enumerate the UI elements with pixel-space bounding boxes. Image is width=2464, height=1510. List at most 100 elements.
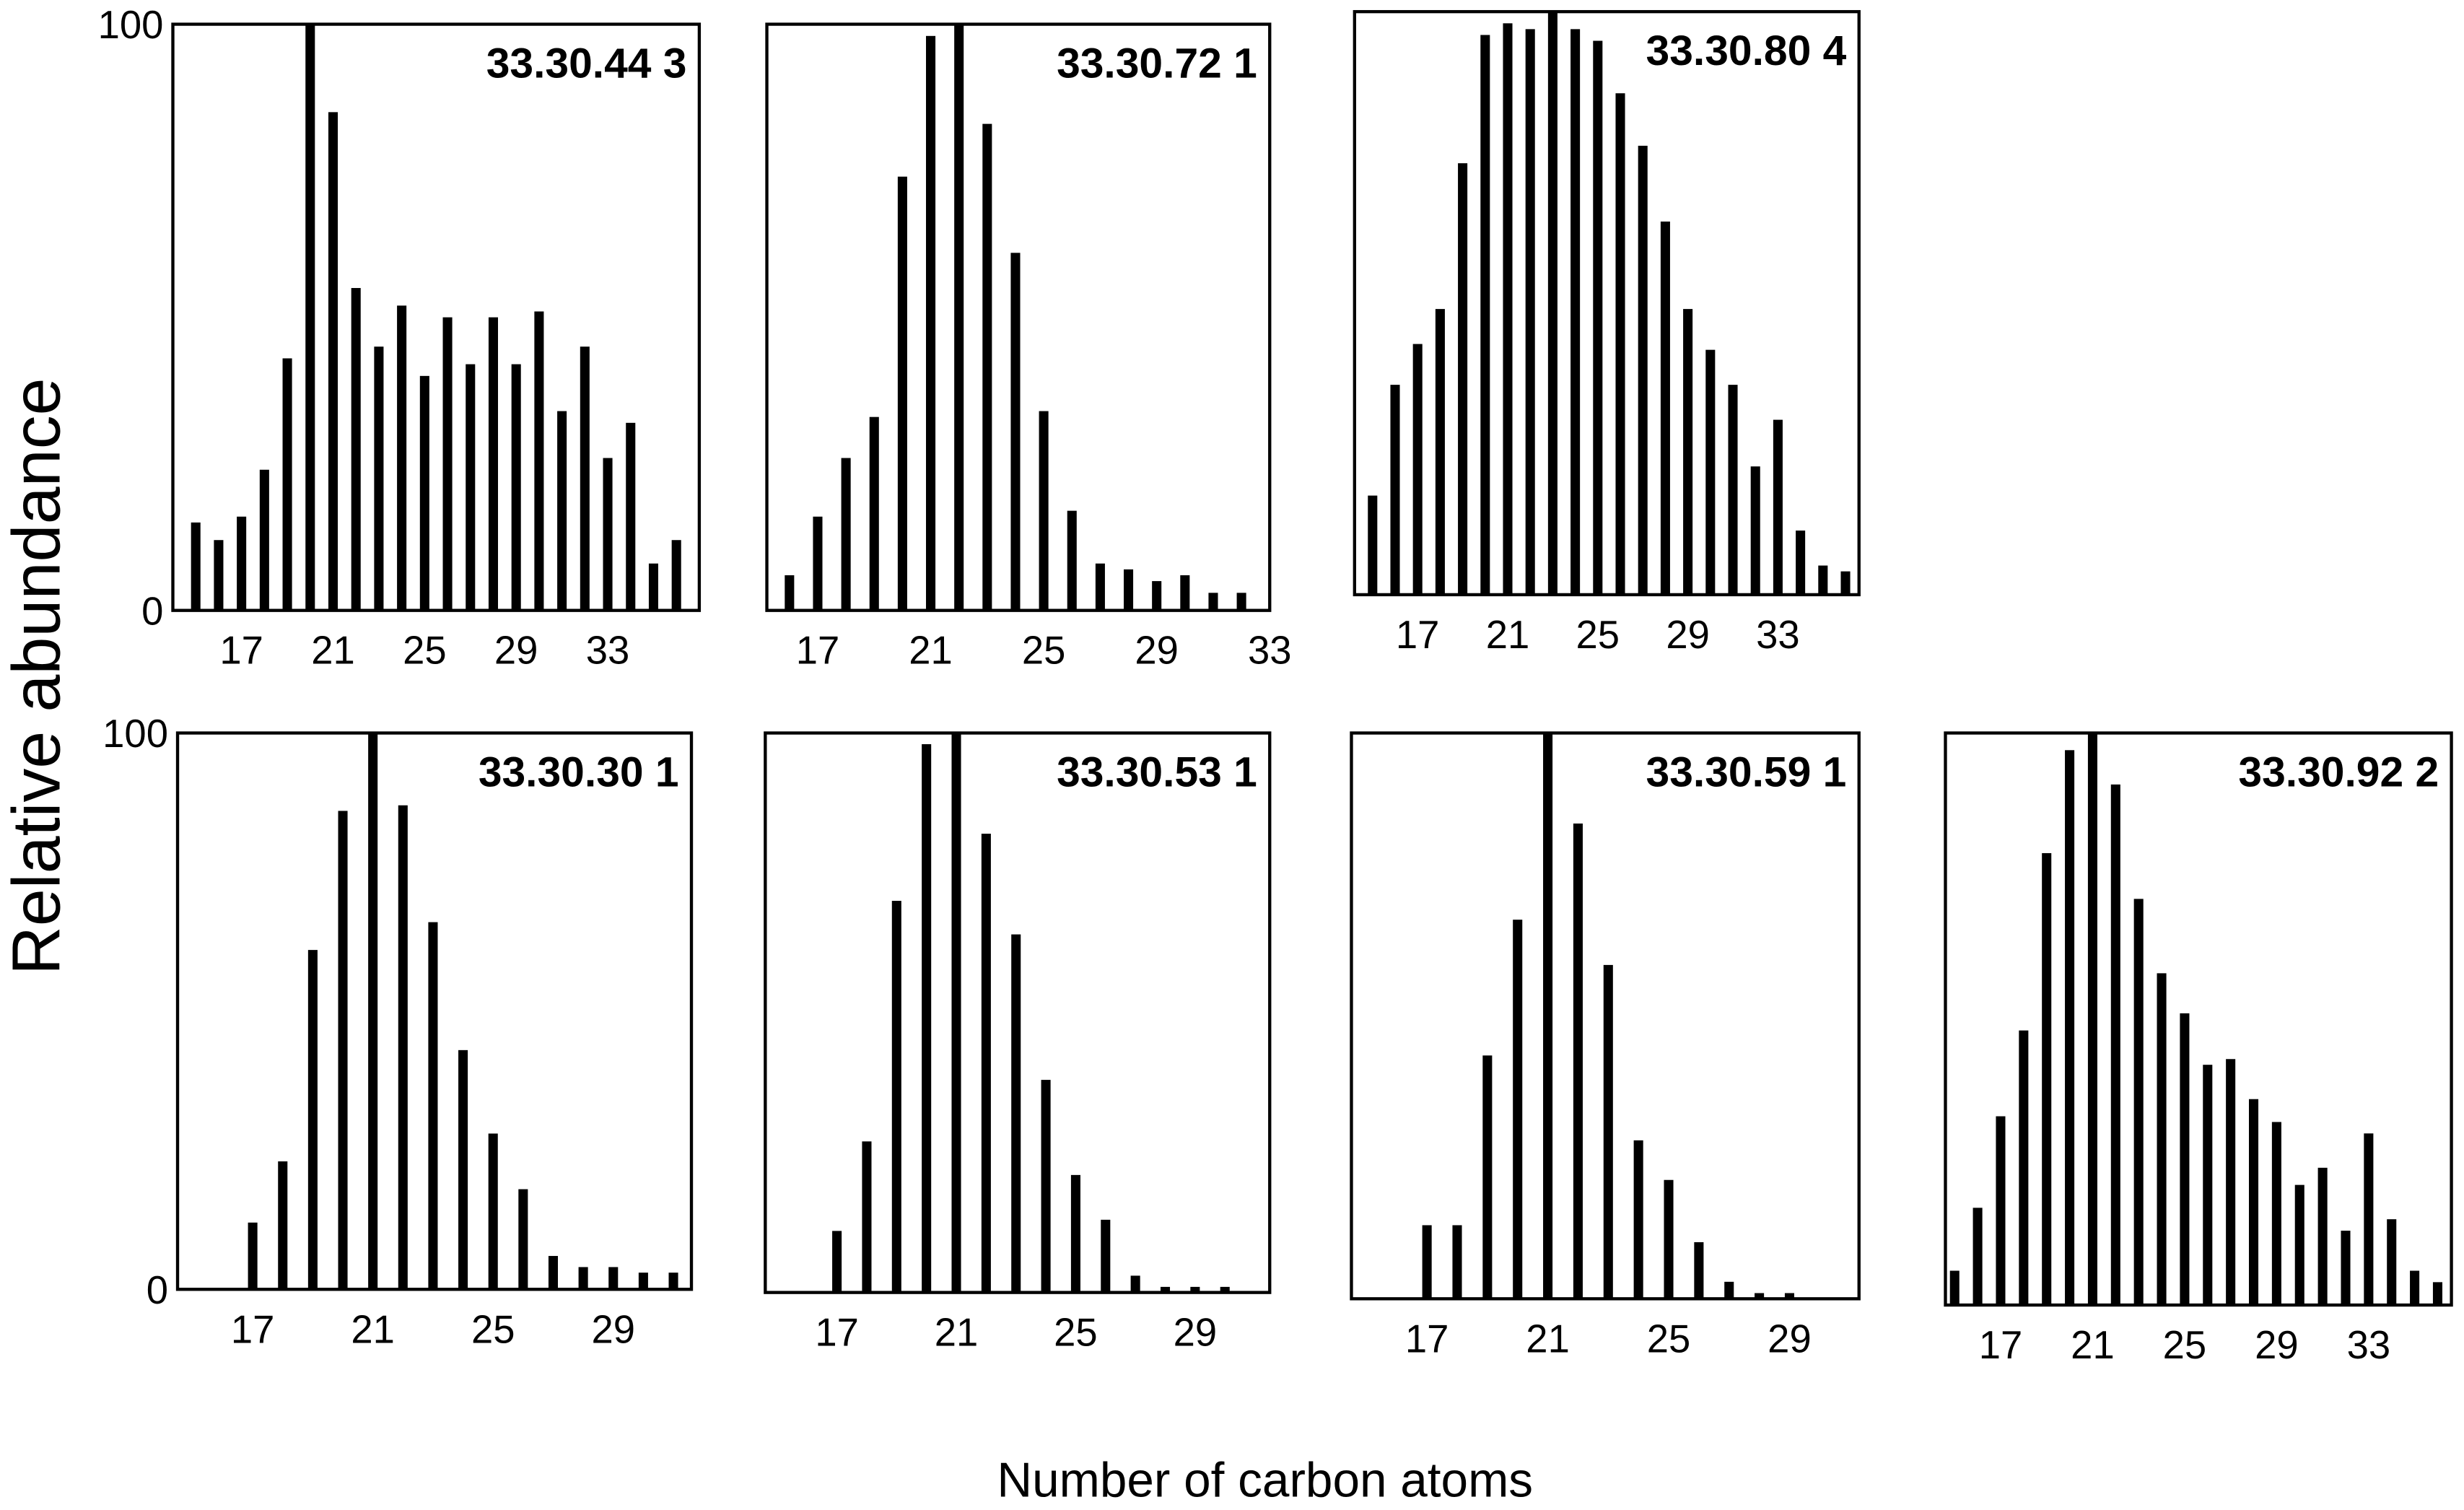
bar [442, 317, 453, 611]
bar [557, 411, 567, 611]
bar [1236, 593, 1246, 611]
bar [1573, 823, 1583, 1299]
x-tick-label: 21 [909, 629, 953, 673]
bar [2317, 1167, 2328, 1306]
bar [1633, 1140, 1643, 1299]
bar [897, 176, 907, 611]
bar [580, 346, 590, 611]
y-tick-label: 100 [98, 3, 164, 47]
plot-frame [764, 731, 1272, 1294]
bar [466, 364, 476, 611]
bar [374, 346, 384, 611]
bar [1728, 385, 1738, 595]
plot-frame [1944, 731, 2453, 1307]
x-tick-label: 25 [2163, 1323, 2207, 1367]
bar [638, 1273, 648, 1290]
bar [1796, 531, 1806, 595]
bar [1452, 1225, 1462, 1299]
panel: 33.30.30 1 17 21 25 29 0 100 [102, 712, 694, 1351]
x-tick-label: 25 [1576, 613, 1620, 657]
bar [1368, 495, 1378, 595]
bar [2110, 784, 2120, 1306]
x-tick-label: 25 [1054, 1311, 1098, 1355]
x-tick-label: 33 [2347, 1323, 2391, 1367]
panel: 33.30.44 3 17 21 25 29 33 0 100 [98, 3, 702, 673]
bar [1220, 1286, 1230, 1293]
bar [1412, 344, 1423, 595]
bar [419, 375, 429, 611]
bar [926, 35, 936, 611]
bar [328, 112, 338, 611]
bar [1039, 411, 1049, 611]
bar [2065, 750, 2075, 1306]
plot-frame [1350, 731, 1861, 1301]
bar [1010, 253, 1021, 611]
bar [671, 540, 681, 611]
plot-frame [175, 731, 694, 1291]
bar [1694, 1241, 1704, 1299]
bar [1180, 575, 1190, 611]
y-axis-label: Relative abundance [0, 378, 74, 975]
bar [1818, 565, 1828, 595]
x-tick-label: 33 [1248, 629, 1292, 673]
panel: 33.30.59 1 17 21 25 29 [1350, 731, 1861, 1361]
x-tick-label: 21 [935, 1311, 979, 1355]
bar [1705, 349, 1716, 595]
x-tick-label: 21 [1486, 613, 1530, 657]
bar [1570, 29, 1581, 595]
bar [1784, 1293, 1794, 1299]
bar [1152, 581, 1162, 611]
bar [2133, 899, 2144, 1306]
bar [981, 834, 991, 1293]
x-tick-label: 17 [815, 1311, 859, 1355]
bar [1755, 1293, 1765, 1299]
bar [982, 123, 992, 611]
bar [351, 288, 361, 611]
panel: 33.30.80 4 17 21 25 29 33 [1353, 9, 1861, 657]
bar [1949, 1270, 1960, 1306]
x-tick-label: 21 [351, 1307, 395, 1351]
bar [1660, 221, 1670, 595]
x-tick-label: 33 [586, 629, 630, 673]
bar [2248, 1099, 2259, 1306]
x-tick-label: 29 [1768, 1317, 1812, 1361]
bar [785, 575, 795, 611]
bar [278, 1161, 288, 1290]
bar [1124, 569, 1134, 611]
bar [2019, 1030, 2029, 1306]
bar [1041, 1080, 1051, 1293]
bar [1503, 23, 1513, 595]
bar [2157, 973, 2167, 1306]
bar [1190, 1286, 1200, 1293]
x-tick-label: 29 [1135, 629, 1179, 673]
panel-title: 33.30.80 4 [1646, 27, 1847, 74]
x-tick-label: 17 [1396, 613, 1440, 657]
bar [2180, 1013, 2190, 1306]
bar [534, 311, 544, 611]
bar [2410, 1270, 2420, 1306]
panel-title: 33.30.44 3 [486, 40, 687, 87]
bar [1840, 571, 1851, 595]
bar [488, 1133, 498, 1290]
bar [1482, 1055, 1493, 1299]
bar [1480, 35, 1490, 595]
bar [648, 563, 659, 611]
bar [1543, 733, 1553, 1299]
bar [1160, 1286, 1171, 1293]
bar [2432, 1282, 2442, 1306]
bar [2387, 1219, 2397, 1306]
panel-title: 33.30.53 1 [1057, 749, 1257, 796]
bar [626, 422, 636, 611]
bar [2364, 1133, 2374, 1306]
bar [1422, 1225, 1432, 1299]
bar [1067, 510, 1077, 611]
bar [813, 516, 823, 611]
bar [922, 744, 932, 1293]
bar [518, 1189, 528, 1290]
panel: 33.30.92 2 17 21 25 29 33 [1944, 731, 2453, 1367]
bar [1638, 145, 1648, 595]
bar [1390, 385, 1400, 595]
bar [488, 317, 499, 611]
bar [862, 1141, 872, 1293]
y-tick-label: 0 [147, 1268, 168, 1312]
